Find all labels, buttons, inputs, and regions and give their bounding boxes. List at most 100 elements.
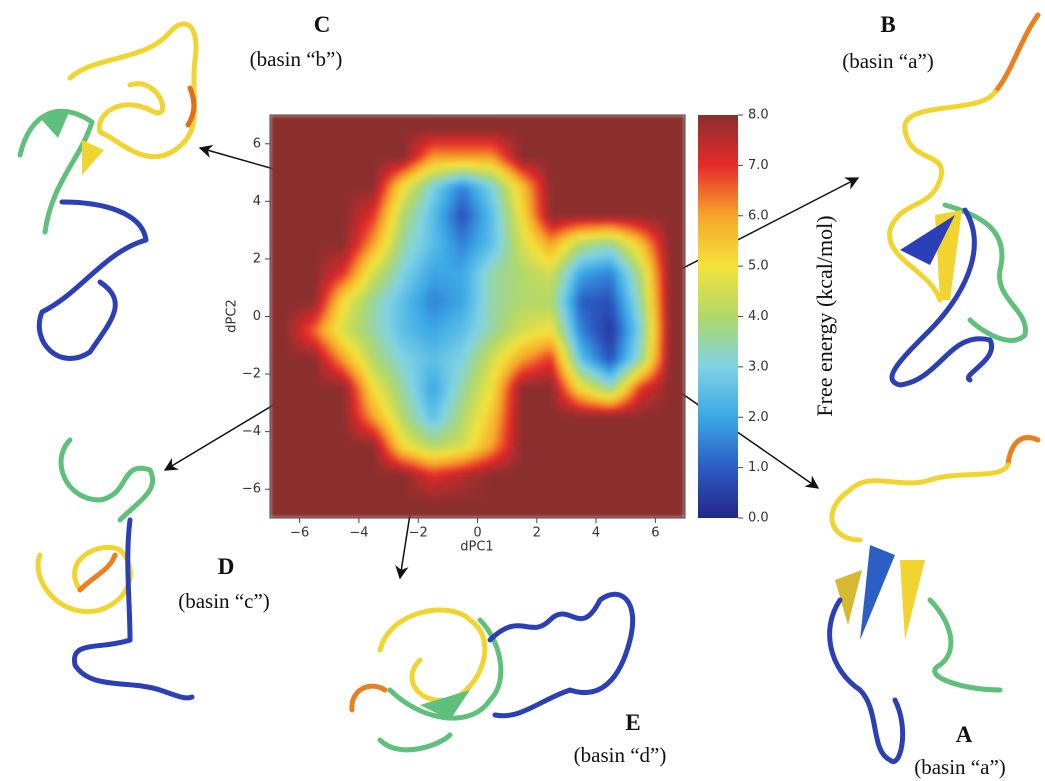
heatmap-cell [417, 172, 449, 202]
heatmap-pixel [506, 253, 513, 260]
heatmap-pixel [412, 273, 419, 279]
heatmap-pixel [472, 119, 478, 125]
heatmap-pixel [585, 335, 592, 341]
heatmap-pixel [482, 186, 488, 193]
heatmap-pixel [393, 388, 399, 394]
heatmap-pixel [506, 268, 513, 274]
heatmap-pixel [576, 234, 582, 241]
heatmap-pixel [417, 368, 424, 375]
heatmap-pixel [645, 153, 651, 159]
heatmap-pixel [487, 186, 493, 193]
heatmap-pixel [521, 263, 528, 269]
heatmap-pixel [284, 340, 291, 346]
heatmap-pixel [348, 320, 355, 327]
heatmap-pixel [600, 311, 607, 317]
heatmap-pixel [531, 364, 538, 370]
heatmap-pixel [576, 177, 582, 183]
heatmap-pixel [511, 368, 518, 375]
heatmap-pixel [585, 292, 592, 298]
heatmap-cell [625, 201, 656, 231]
heatmap-pixel [669, 368, 676, 375]
heatmap-pixel [338, 143, 345, 149]
heatmap-pixel [309, 162, 315, 169]
heatmap-pixel [373, 340, 379, 346]
heatmap-pixel [487, 354, 493, 360]
heatmap-pixel [373, 311, 379, 317]
heatmap-pixel [590, 359, 597, 365]
heatmap-pixel [408, 215, 414, 221]
heatmap-pixel [566, 268, 572, 274]
heatmap-pixel [447, 316, 454, 322]
heatmap-pixel [630, 368, 636, 375]
heatmap-pixel [304, 249, 310, 255]
heatmap-pixel [531, 177, 538, 183]
heatmap-pixel [457, 316, 463, 322]
heatmap-pixel [274, 234, 281, 241]
heatmap-pixel [467, 320, 473, 327]
heatmap-pixel [343, 172, 350, 178]
heatmap-pixel [496, 234, 503, 241]
heatmap-pixel [358, 196, 365, 202]
heatmap-pixel [467, 201, 473, 207]
heatmap-pixel [506, 383, 513, 389]
heatmap-pixel [324, 249, 330, 255]
heatmap-pixel [625, 316, 631, 322]
heatmap-pixel [398, 373, 404, 380]
heatmap-pixel [314, 115, 320, 121]
heatmap-pixel [580, 301, 587, 308]
heatmap-pixel [595, 297, 602, 303]
heatmap-pixel [556, 138, 562, 145]
heatmap-pixel [506, 292, 513, 298]
heatmap-pixel [398, 253, 404, 260]
heatmap-pixel [368, 129, 375, 135]
heatmap-pixel [645, 167, 651, 173]
heatmap-pixel [452, 186, 459, 193]
heatmap-pixel [482, 263, 488, 269]
heatmap-pixel [492, 359, 498, 365]
heatmap-pixel [289, 220, 296, 226]
heatmap-pixel [467, 153, 473, 159]
heatmap-pixel [635, 196, 641, 202]
heatmap-pixel [615, 268, 622, 274]
heatmap-pixel [408, 205, 414, 212]
heatmap-pixel [427, 157, 434, 164]
heatmap-pixel [521, 354, 528, 360]
heatmap-pixel [368, 368, 375, 375]
heatmap-cell [358, 344, 389, 375]
heatmap-pixel [403, 320, 409, 327]
heatmap-pixel [274, 273, 281, 279]
heatmap-pixel [353, 397, 360, 404]
heatmap-pixel [501, 292, 508, 298]
heatmap-pixel [299, 181, 305, 188]
heatmap-pixel [477, 349, 483, 356]
heatmap-pixel [679, 177, 685, 183]
heatmap-pixel [482, 344, 488, 351]
heatmap-pixel [432, 177, 439, 183]
heatmap-pixel [600, 210, 607, 217]
heatmap-pixel [432, 124, 439, 130]
heatmap-pixel [585, 133, 592, 140]
heatmap-pixel [679, 253, 685, 260]
heatmap-pixel [674, 162, 681, 169]
heatmap-pixel [674, 349, 681, 356]
heatmap-pixel [674, 249, 681, 255]
heatmap-pixel [516, 239, 523, 245]
heatmap-pixel [630, 301, 636, 308]
heatmap-pixel [442, 316, 449, 322]
heatmap-pixel [546, 220, 552, 226]
heatmap-pixel [348, 133, 355, 140]
heatmap-pixel [659, 344, 666, 351]
heatmap-pixel [363, 167, 370, 173]
heatmap-pixel [452, 119, 459, 125]
heatmap-pixel [630, 273, 636, 279]
heatmap-pixel [501, 191, 508, 197]
heatmap-pixel [566, 249, 572, 255]
heatmap-pixel [630, 153, 636, 159]
heatmap-pixel [343, 392, 350, 399]
heatmap-pixel [477, 157, 483, 164]
heatmap-pixel [625, 249, 631, 255]
heatmap-pixel [496, 325, 503, 332]
heatmap-pixel [516, 273, 523, 279]
heatmap-pixel [511, 297, 518, 303]
heatmap-pixel [274, 383, 281, 389]
